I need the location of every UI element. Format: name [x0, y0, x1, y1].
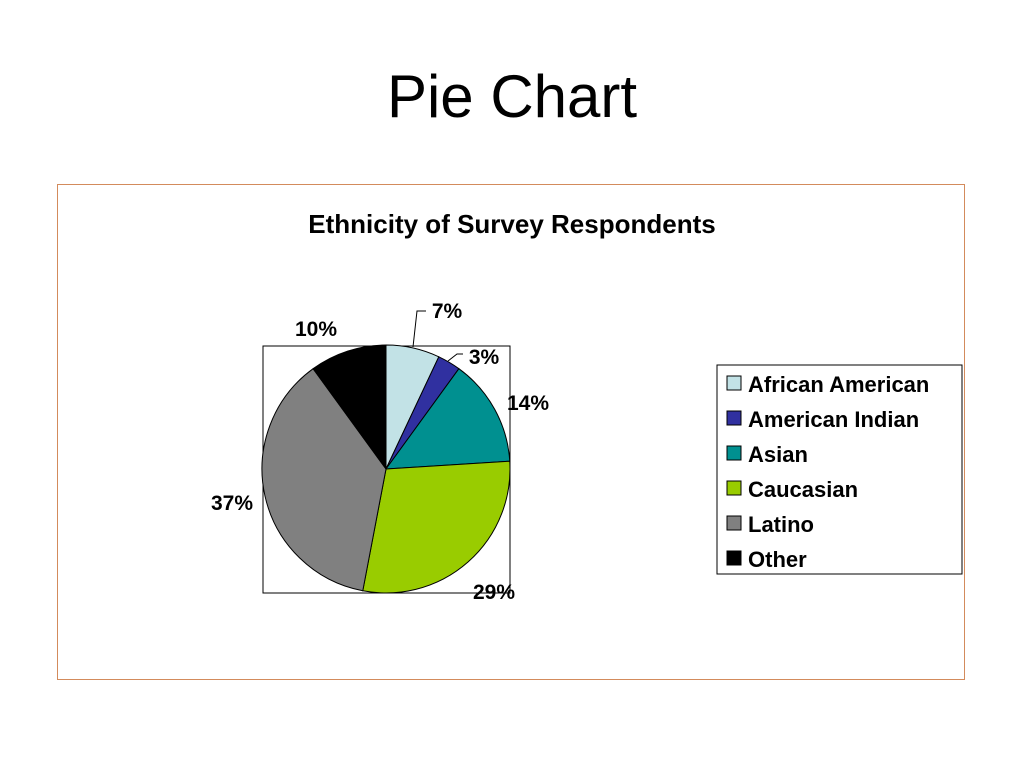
legend-label-latino: Latino	[748, 512, 814, 537]
pie-slice-caucasian	[362, 460, 511, 594]
legend-swatch-african-american	[726, 375, 742, 391]
chart-frame	[57, 184, 965, 680]
pie-slice-other	[312, 344, 387, 471]
legend-box	[716, 364, 963, 575]
pie-slices	[261, 344, 511, 594]
pie-slice-latino	[261, 367, 387, 592]
legend-swatch-asian	[726, 445, 742, 461]
leader-line-american-indian	[447, 353, 463, 362]
data-labels: 7% 3% 14% 29% 37% 10%	[211, 300, 549, 604]
data-label-american-indian: 3%	[469, 346, 500, 369]
leader-line-african-american	[412, 310, 426, 348]
data-label-asian: 14%	[507, 392, 549, 415]
legend-label-other: Other	[748, 547, 807, 572]
data-label-african-american: 7%	[432, 300, 463, 323]
slide-title: Pie Chart	[386, 63, 638, 130]
pie-slice-asian	[384, 367, 511, 470]
legend: African American American Indian Asian Cauc…	[716, 364, 963, 575]
leader-lines	[412, 310, 463, 362]
legend-label-american-indian: American Indian	[748, 407, 919, 432]
data-label-caucasian: 29%	[473, 581, 515, 604]
chart-title: Ethnicity of Survey Respondents	[308, 209, 715, 239]
legend-label-african-american: African American	[748, 372, 929, 397]
data-label-other: 10%	[295, 318, 337, 341]
legend-label-caucasian: Caucasian	[748, 477, 858, 502]
legend-swatch-latino	[726, 515, 742, 531]
legend-swatch-other	[726, 550, 742, 566]
legend-swatch-caucasian	[726, 480, 742, 496]
legend-label-asian: Asian	[748, 442, 808, 467]
legend-swatch-american-indian	[726, 410, 742, 426]
data-label-latino: 37%	[211, 492, 253, 515]
